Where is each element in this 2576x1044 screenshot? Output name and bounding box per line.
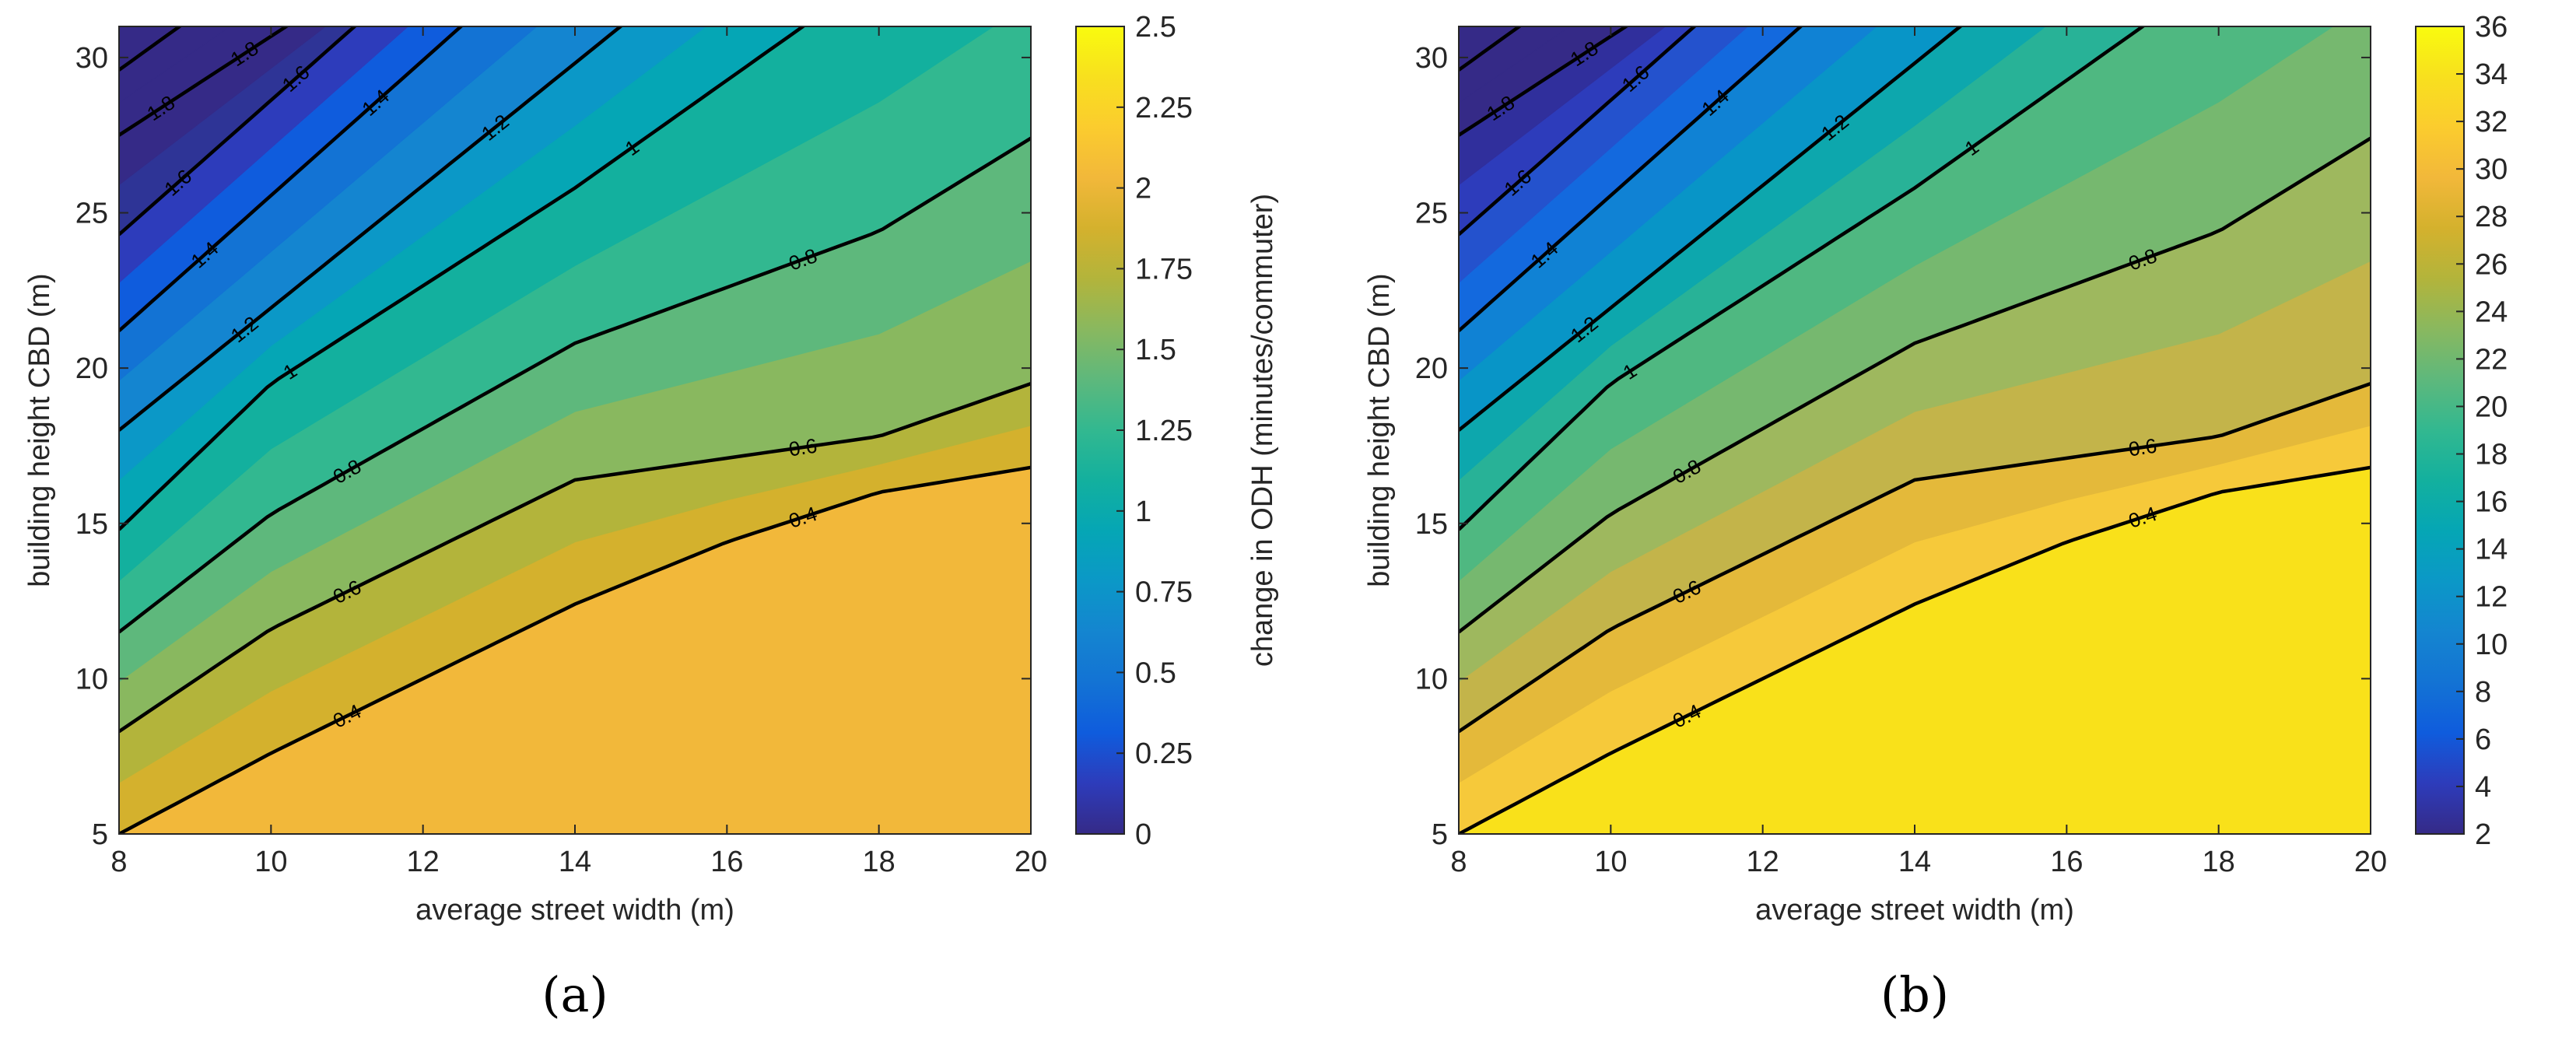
x-tick-label: 16: [710, 846, 743, 878]
x-axis-label: average street width (m): [1755, 894, 2074, 927]
contour-fill: [1459, 26, 2371, 834]
x-tick-label: 18: [2203, 846, 2235, 878]
contour-line-1.8: [1459, 26, 1630, 137]
x-tick-label: 20: [1015, 846, 1047, 878]
contour-fill: [119, 26, 1031, 834]
panel-label: (b): [1880, 966, 1949, 1023]
contour-line-1.4: [1459, 26, 1803, 332]
colorbar-tick-label: 2: [1135, 173, 1151, 205]
contour-band: [119, 26, 231, 103]
y-tick-label: 15: [1415, 508, 1448, 541]
contour-band: [119, 26, 409, 284]
colorbar-tick-label: 0.5: [1135, 657, 1176, 689]
contour-line-1.6: [1459, 26, 1698, 236]
colorbar: [2415, 26, 2465, 835]
contour-line-1: [1459, 26, 2146, 531]
contour-line-1.2: [119, 26, 624, 432]
colorbar-tick-label: 20: [2475, 391, 2508, 423]
colorbar-tick-label: 16: [2475, 486, 2508, 519]
y-tick-label: 30: [1415, 42, 1448, 75]
colorbar-tick-label: 22: [2475, 343, 2508, 376]
x-tick-label: 10: [1594, 846, 1627, 878]
contour-line-1.6: [119, 26, 358, 236]
contour-band: [1459, 26, 1749, 284]
colorbar-tick-label: 2.5: [1135, 11, 1176, 44]
y-tick-label: 15: [75, 508, 108, 541]
colorbar-tick-label: 1.5: [1135, 334, 1176, 366]
contour-line-1.4: [119, 26, 464, 332]
x-tick-label: 14: [1898, 846, 1931, 878]
x-tick-label: 8: [110, 846, 127, 878]
colorbar-tick-label: 18: [2475, 439, 2508, 471]
panel-b: 1.81.81.61.61.41.41.21.2110.80.80.60.60.…: [1363, 11, 2508, 1023]
colorbar-tick-label: 0.25: [1135, 737, 1193, 770]
y-tick-label: 20: [75, 352, 108, 385]
y-tick-label: 30: [75, 42, 108, 75]
contour-label-text: 0.6: [787, 434, 818, 461]
colorbar-tick-label: 10: [2475, 629, 2508, 661]
colorbar-tick-label: 6: [2475, 723, 2491, 756]
colorbar-tick-label: 12: [2475, 581, 2508, 614]
y-tick-label: 10: [75, 663, 108, 695]
contour-line-0.6: [1459, 381, 2371, 734]
panel-label: (a): [541, 966, 608, 1023]
colorbar-tick-label: 4: [2475, 771, 2491, 804]
colorbar-tick-label: 30: [2475, 153, 2508, 186]
y-tick-label: 25: [1415, 198, 1448, 230]
colorbar-tick-label: 1.75: [1135, 253, 1193, 286]
y-tick-label: 5: [1432, 818, 1448, 851]
colorbar-tick-label: 24: [2475, 296, 2508, 328]
colorbar-tick-label: 1.25: [1135, 415, 1193, 447]
contour-line-0.8: [1459, 136, 2371, 634]
contour-band: [119, 26, 327, 186]
x-tick-label: 12: [1747, 846, 1779, 878]
contour-line-1.2: [1459, 26, 1964, 432]
colorbar-tick-label: 28: [2475, 201, 2508, 233]
panel-a: 1.81.81.61.61.41.41.21.2110.80.80.60.60.…: [23, 11, 1279, 1023]
colorbar-tick-label: 8: [2475, 676, 2491, 709]
x-tick-label: 12: [407, 846, 440, 878]
colorbar-tick-label: 0.75: [1135, 576, 1193, 609]
x-tick-label: 14: [559, 846, 591, 878]
contour-lines: [1459, 26, 2371, 834]
colorbar-tick-label: 1: [1135, 496, 1151, 528]
y-tick-label: 5: [92, 818, 108, 851]
colorbar-label: change in ODH (minutes/commuter): [1246, 194, 1279, 667]
contour-label: 0.6: [2127, 434, 2158, 461]
y-axis-label: building height CBD (m): [23, 273, 56, 587]
y-tick-label: 10: [1415, 663, 1448, 695]
contour-label: 0.6: [787, 434, 818, 461]
colorbar-tick-label: 34: [2475, 58, 2508, 91]
colorbar-tick-label: 32: [2475, 106, 2508, 138]
x-tick-label: 8: [1450, 846, 1467, 878]
x-tick-label: 10: [254, 846, 287, 878]
x-axis-label: average street width (m): [415, 894, 734, 927]
colorbar-tick-label: 2.25: [1135, 92, 1193, 124]
colorbar-tick-label: 26: [2475, 248, 2508, 281]
y-tick-label: 25: [75, 198, 108, 230]
contour-label: 1: [1619, 359, 1641, 384]
y-axis-label: building height CBD (m): [1363, 273, 1396, 587]
contour-lines: [119, 26, 1031, 834]
contour-line-0.4: [1459, 465, 2371, 834]
contour-line-0.4: [119, 465, 1031, 834]
colorbar-tick-label: 36: [2475, 11, 2508, 44]
contour-label-text: 0.6: [2127, 434, 2158, 461]
contour-line-0.8: [119, 136, 1031, 634]
colorbar-tick-label: 2: [2475, 818, 2491, 851]
x-tick-label: 16: [2050, 846, 2083, 878]
contour-band: [1459, 26, 1667, 186]
y-tick-label: 20: [1415, 352, 1448, 385]
contour-labels: 1.81.81.61.61.41.41.21.2110.80.80.60.60.…: [1482, 36, 2160, 732]
contour-line-1.8: [119, 26, 290, 137]
contour-band: [1459, 26, 1571, 103]
contour-line-1: [119, 26, 806, 531]
x-tick-label: 18: [863, 846, 895, 878]
colorbar-tick-label: 0: [1135, 818, 1151, 851]
x-tick-label: 20: [2354, 846, 2387, 878]
contour-label: 1: [279, 359, 301, 384]
colorbar-tick-label: 14: [2475, 534, 2508, 566]
contour-line-0.6: [119, 381, 1031, 734]
